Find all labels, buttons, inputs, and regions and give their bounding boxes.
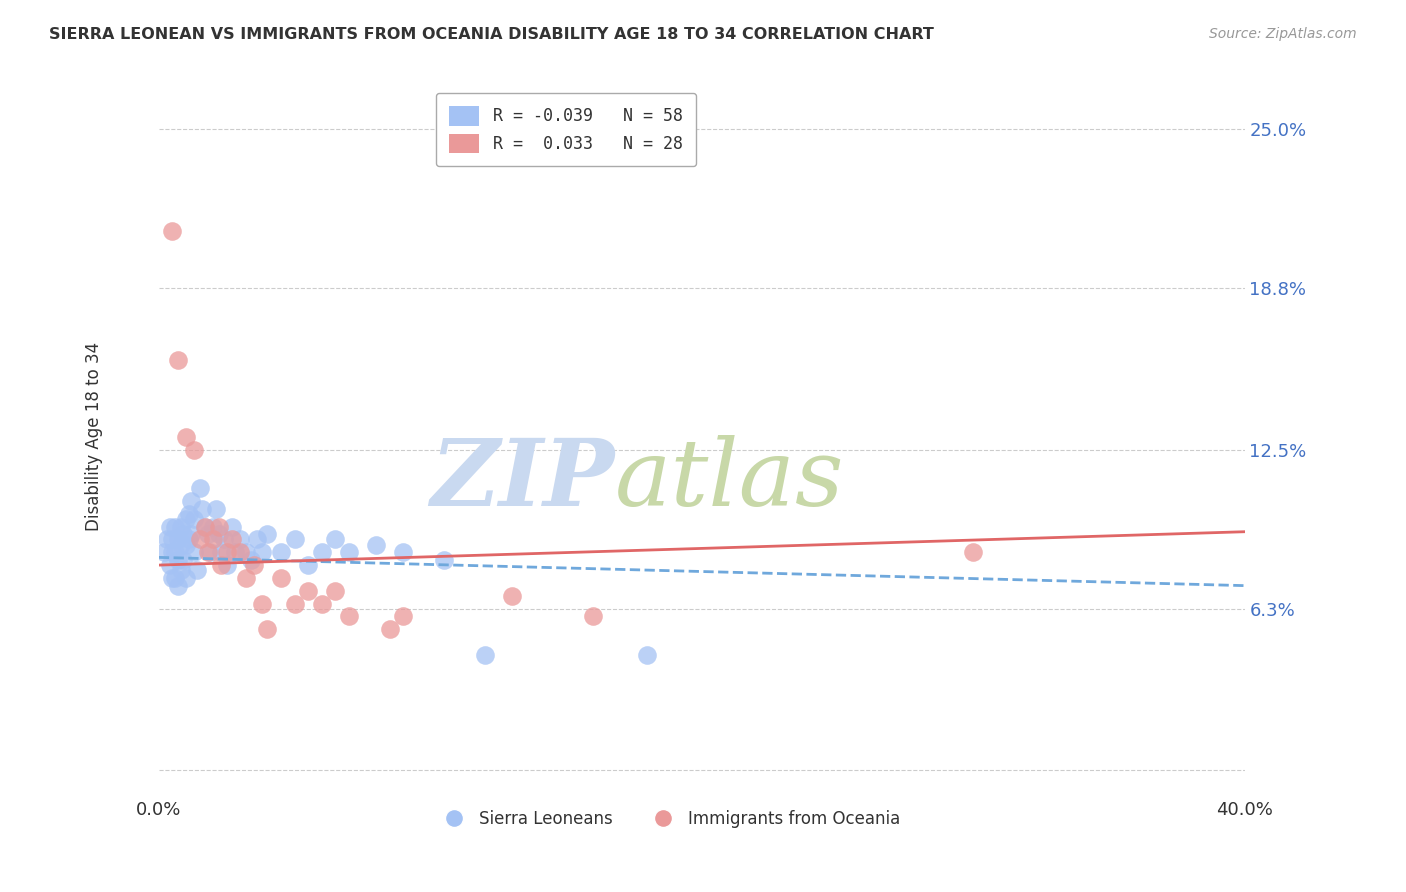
Point (311, 545, 333, 559)
Point (433, 553, 456, 567)
Point (240, 553, 263, 567)
Point (284, 597, 307, 611)
Point (165, 545, 187, 559)
Point (172, 553, 194, 567)
Point (215, 558, 238, 573)
Point (207, 527, 229, 541)
Point (162, 545, 184, 559)
Point (162, 571, 184, 585)
Point (256, 622, 278, 636)
Point (243, 558, 266, 573)
Point (245, 533, 267, 547)
Point (378, 622, 401, 636)
Point (270, 571, 292, 585)
Text: Source: ZipAtlas.com: Source: ZipAtlas.com (1209, 27, 1357, 41)
Point (323, 533, 346, 547)
Point (162, 533, 184, 547)
Point (169, 537, 191, 551)
Point (474, 648, 496, 662)
Point (284, 533, 307, 547)
Point (153, 545, 176, 559)
Point (166, 553, 188, 567)
Point (205, 501, 228, 516)
Y-axis label: Disability Age 18 to 34: Disability Age 18 to 34 (86, 343, 103, 532)
Point (250, 545, 273, 559)
Point (337, 609, 360, 624)
Point (229, 533, 252, 547)
Point (174, 512, 197, 526)
Text: ZIP: ZIP (430, 435, 614, 524)
Point (224, 545, 246, 559)
Point (177, 507, 200, 521)
Point (392, 545, 415, 559)
Point (256, 527, 278, 541)
Point (166, 579, 188, 593)
Point (166, 533, 188, 547)
Point (209, 558, 232, 573)
Point (212, 533, 235, 547)
Point (392, 609, 415, 624)
Point (207, 519, 229, 533)
Point (337, 545, 360, 559)
Point (501, 589, 523, 603)
Point (323, 583, 346, 598)
Point (311, 597, 333, 611)
Point (209, 545, 232, 559)
Point (197, 527, 219, 541)
Point (197, 545, 219, 559)
Point (194, 519, 217, 533)
Point (235, 545, 257, 559)
Point (162, 224, 184, 238)
Point (202, 533, 225, 547)
Point (169, 519, 191, 533)
Point (180, 527, 202, 541)
Point (962, 545, 984, 559)
Point (183, 442, 205, 457)
Point (297, 583, 319, 598)
Point (177, 533, 200, 547)
Point (174, 537, 197, 551)
Point (194, 519, 217, 533)
Point (169, 563, 191, 577)
Point (159, 558, 181, 573)
Point (183, 545, 205, 559)
Point (165, 571, 187, 585)
Point (270, 545, 292, 559)
Point (582, 609, 605, 624)
Point (221, 519, 243, 533)
Point (200, 545, 222, 559)
Point (166, 352, 188, 367)
Point (250, 597, 273, 611)
Point (235, 571, 257, 585)
Point (186, 563, 208, 577)
Point (636, 648, 658, 662)
Point (202, 519, 225, 533)
Legend: Sierra Leoneans, Immigrants from Oceania: Sierra Leoneans, Immigrants from Oceania (432, 803, 907, 835)
Point (156, 533, 179, 547)
Point (159, 519, 181, 533)
Point (172, 527, 194, 541)
Point (183, 512, 205, 526)
Point (174, 430, 197, 444)
Text: SIERRA LEONEAN VS IMMIGRANTS FROM OCEANIA DISABILITY AGE 18 TO 34 CORRELATION CH: SIERRA LEONEAN VS IMMIGRANTS FROM OCEANI… (49, 27, 934, 42)
Point (188, 533, 211, 547)
Point (221, 533, 243, 547)
Point (364, 537, 387, 551)
Point (174, 571, 197, 585)
Point (188, 481, 211, 495)
Text: atlas: atlas (614, 435, 845, 524)
Point (215, 545, 238, 559)
Point (297, 558, 319, 573)
Point (180, 494, 202, 508)
Point (165, 519, 187, 533)
Point (191, 501, 214, 516)
Point (229, 545, 252, 559)
